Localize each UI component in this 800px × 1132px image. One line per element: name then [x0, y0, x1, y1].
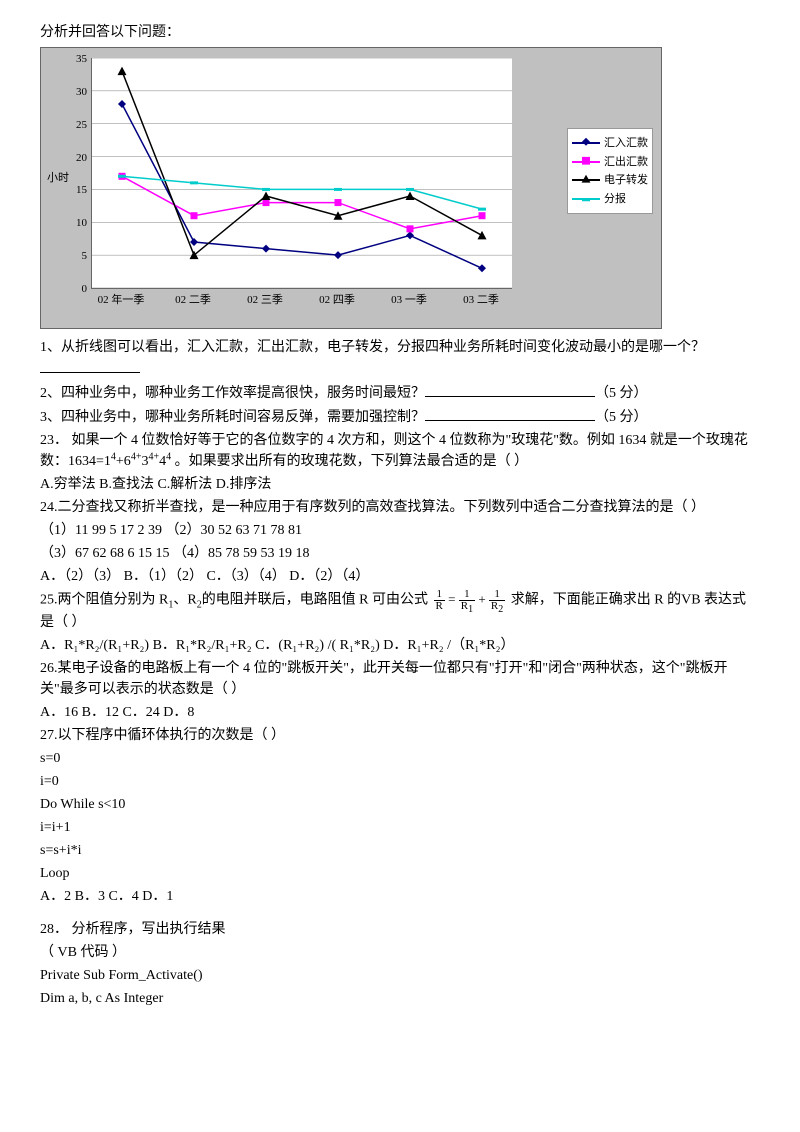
y-tick-label: 25	[67, 117, 87, 134]
question-1: 1、从折线图可以看出，汇入汇款，汇出汇款，电子转发，分报四种业务所耗时间变化波动…	[40, 337, 760, 380]
question-26-options: A．16 B．12 C．24 D．8	[40, 702, 760, 723]
line-chart: 小时 0 5 10 15 20 25 30 35 02 年一季 02 二季 02 三季 02 四季 0…	[40, 47, 662, 329]
question-25: 25.两个阻值分别为 R1、R2的电阻并联后，电路阻值 R 可由公式 1R = …	[40, 589, 760, 633]
y-axis-title: 小时	[47, 170, 69, 187]
code-block-27: s=0i=0Do While s<10i=i+1s=s+i*iLoop	[40, 748, 760, 884]
question-3: 3、四种业务中，哪种业务所耗时间容易反弹，需要加强控制？（5 分）	[40, 406, 760, 428]
code-line: Loop	[40, 863, 760, 884]
legend-item: 电子转发	[572, 172, 648, 189]
question-23: 23． 如果一个 4 位数恰好等于它的各位数字的 4 次方和，则这个 4 位数称…	[40, 430, 760, 472]
plot-area	[91, 58, 512, 289]
formula-icon: 1R = 1R1 + 1R2	[432, 589, 508, 612]
code-line: s=s+i*i	[40, 840, 760, 861]
x-tick-label: 02 二季	[175, 292, 211, 309]
question-24-row1: （1）11 99 5 17 2 39 （2）30 52 63 71 78 81	[40, 520, 760, 541]
code-line: s=0	[40, 748, 760, 769]
y-tick-label: 5	[67, 248, 87, 265]
code-line: Do While s<10	[40, 794, 760, 815]
y-tick-label: 15	[67, 182, 87, 199]
legend-item: 汇入汇款	[572, 135, 648, 152]
question-27: 27.以下程序中循环体执行的次数是（ ）	[40, 725, 760, 746]
y-tick-label: 0	[67, 281, 87, 298]
x-tick-label: 02 年一季	[98, 292, 145, 309]
question-2: 2、四种业务中，哪种业务工作效率提高很快，服务时间最短？（5 分）	[40, 382, 760, 404]
question-25-options: A．R₁*R₂/(R₁+R₂) B．R₁*R₂/R₁+R₂ C．(R₁+R₂) …	[40, 635, 760, 656]
y-tick-label: 30	[67, 84, 87, 101]
y-tick-label: 20	[67, 150, 87, 167]
code-line-28a: Private Sub Form_Activate()	[40, 965, 760, 986]
legend-item: 分报	[572, 191, 648, 208]
question-24-options: A．（2）（3） B．（1）（2） C．（3）（4） D．（2）（4）	[40, 566, 760, 587]
code-line-28b: Dim a, b, c As Integer	[40, 988, 760, 1009]
code-line: i=i+1	[40, 817, 760, 838]
question-24-row2: （3）67 62 68 6 15 15 （4）85 78 59 53 19 18	[40, 543, 760, 564]
y-tick-label: 35	[67, 51, 87, 68]
question-24: 24.二分查找又称折半查找，是一种应用于有序数列的高效查找算法。下列数列中适合二…	[40, 497, 760, 518]
question-23-options: A.穷举法 B.查找法 C.解析法 D.排序法	[40, 474, 760, 495]
x-tick-label: 02 四季	[319, 292, 355, 309]
code-line: i=0	[40, 771, 760, 792]
question-28: 28． 分析程序，写出执行结果	[40, 919, 760, 940]
chart-legend: 汇入汇款汇出汇款电子转发分报	[567, 128, 653, 214]
intro-text: 分析并回答以下问题：	[40, 22, 760, 43]
question-28-lang: （ VB 代码 ）	[40, 942, 760, 963]
question-27-options: A．2 B．3 C．4 D．1	[40, 886, 760, 907]
x-tick-label: 03 一季	[391, 292, 427, 309]
y-tick-label: 10	[67, 215, 87, 232]
x-tick-label: 02 三季	[247, 292, 283, 309]
question-26: 26.某电子设备的电路板上有一个 4 位的"跳板开关"，此开关每一位都只有"打开…	[40, 658, 760, 700]
legend-item: 汇出汇款	[572, 154, 648, 171]
x-tick-label: 03 二季	[463, 292, 499, 309]
